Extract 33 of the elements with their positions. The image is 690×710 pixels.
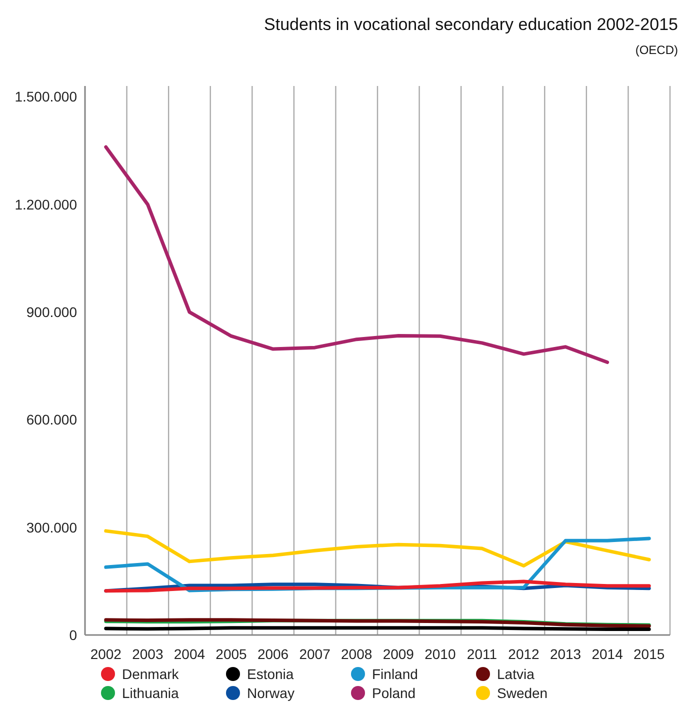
x-tick-label: 2012 <box>508 646 540 662</box>
line-series <box>104 529 651 568</box>
line-series <box>104 580 651 593</box>
line-series <box>104 145 610 364</box>
legend-label: Denmark <box>122 666 180 682</box>
legend-label: Estonia <box>247 666 294 682</box>
chart-subtitle: (OECD) <box>635 43 678 57</box>
x-tick-label: 2004 <box>174 646 206 662</box>
legend-label: Latvia <box>497 666 535 682</box>
y-tick-label: 600.000 <box>26 412 78 428</box>
x-tick-label: 2014 <box>592 646 624 662</box>
x-tick-label: 2008 <box>341 646 372 662</box>
y-tick-label: 300.000 <box>26 519 78 536</box>
legend-label: Lithuania <box>122 684 180 701</box>
legend-label: Poland <box>372 684 416 701</box>
y-tick-label: 1.200.000 <box>14 196 78 212</box>
x-tick-label: 2009 <box>382 646 414 662</box>
legend-label: Finland <box>372 666 418 682</box>
x-tick-label: 2015 <box>634 646 665 662</box>
x-tick-label: 2006 <box>257 646 289 662</box>
chart-title: Students in vocational secondary education 2002-2015 <box>264 15 678 34</box>
x-tick-label: 2010 <box>424 646 456 662</box>
y-tick-label: 900.000 <box>26 304 78 320</box>
x-tick-label: 2007 <box>299 646 331 662</box>
x-tick-label: 2011 <box>466 646 498 662</box>
legend-label: Sweden <box>497 684 548 701</box>
x-tick-label: 2013 <box>550 646 582 662</box>
x-tick-label: 2003 <box>132 646 164 662</box>
y-tick-label: 0 <box>69 626 78 643</box>
x-tick-label: 2005 <box>216 646 248 662</box>
y-tick-label: 1.500.000 <box>14 88 78 105</box>
x-tick-label: 2002 <box>90 646 122 662</box>
legend-label: Norway <box>247 684 294 701</box>
